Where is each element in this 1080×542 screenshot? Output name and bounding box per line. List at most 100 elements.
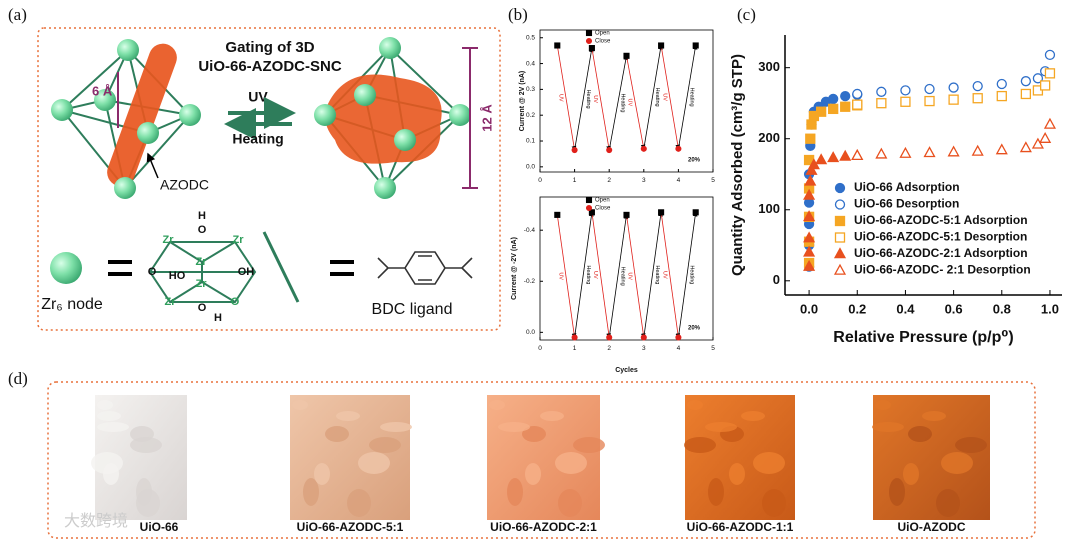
point	[900, 85, 911, 96]
transition-line	[591, 48, 611, 151]
y-tick-label: 0.3	[526, 86, 535, 93]
point	[815, 153, 828, 165]
photo-grain	[97, 411, 121, 421]
point	[803, 245, 816, 257]
y-tick-label: 0.1	[526, 138, 535, 145]
photo-grain	[889, 478, 905, 506]
photo-grain	[729, 463, 745, 485]
photo-grain	[103, 463, 119, 485]
point	[971, 144, 984, 156]
cluster-label: O	[148, 266, 157, 278]
point	[658, 209, 665, 216]
nodes	[51, 39, 201, 199]
point	[876, 86, 887, 97]
legend-label: UiO-66 Desorption	[854, 197, 959, 211]
cluster-label: OH	[238, 266, 255, 278]
transition-line	[643, 211, 663, 338]
point	[803, 188, 816, 200]
point	[803, 231, 816, 243]
point	[875, 147, 888, 159]
photo-grain	[875, 400, 891, 410]
legend-label: Close	[595, 39, 611, 45]
photo-label: UiO-66-AZODC-2:1	[490, 520, 597, 534]
plot-frame	[539, 196, 714, 341]
point	[1019, 141, 1032, 153]
point	[640, 145, 647, 152]
point	[840, 101, 851, 112]
panel-label: (a)	[8, 5, 27, 24]
panel-label: (b)	[508, 5, 528, 24]
point	[640, 334, 647, 341]
point	[692, 42, 699, 49]
point	[1020, 88, 1032, 100]
photo-grain	[336, 411, 360, 421]
legend-label: UiO-66-AZODC-2:1 Adsorption	[854, 246, 1028, 260]
linker-rod	[107, 43, 177, 187]
transition-label: Heating	[654, 265, 660, 284]
panel-frame	[37, 27, 501, 331]
chart: 0 1 2 3 4 50.00.10.20.30.40.5UV Heating UV Heati…	[519, 29, 715, 184]
y-axis-label: Current @ 2V (nA)	[519, 71, 526, 132]
node-legend	[50, 252, 82, 284]
transition-line	[591, 212, 612, 339]
point	[675, 145, 682, 152]
annotation: 20%	[688, 326, 701, 332]
point	[876, 98, 887, 109]
photo-grain	[358, 452, 390, 474]
pointer	[146, 152, 159, 179]
transition-label: UV	[661, 93, 667, 101]
legend-label: UiO-66-AZODC-5:1 Desorption	[854, 230, 1027, 244]
point	[554, 211, 561, 218]
x-tick-label: 0.0	[800, 301, 818, 316]
photo-grain	[369, 437, 401, 453]
photo-grain	[908, 426, 932, 442]
cluster-label: HO	[169, 270, 186, 282]
transition-line	[626, 55, 646, 150]
x-tick-label: 1	[573, 345, 577, 352]
point	[1039, 131, 1052, 143]
photo-grain	[708, 478, 724, 506]
photo-grain	[303, 478, 319, 506]
point	[585, 196, 593, 204]
point	[840, 90, 851, 102]
point	[815, 106, 827, 117]
photo-grain	[347, 489, 371, 517]
ligand-label: BDC ligand	[372, 301, 453, 318]
photo-grain	[955, 437, 987, 453]
point	[606, 147, 613, 154]
transition-line	[556, 214, 577, 339]
y-tick-label: 100	[758, 201, 780, 216]
size-label: 6 Å	[92, 83, 113, 98]
transition-label: Heating	[689, 88, 695, 107]
transition-label: Heating	[585, 265, 591, 284]
point	[924, 83, 935, 95]
photo-grain	[555, 452, 587, 474]
transition-line	[660, 45, 681, 150]
point	[833, 247, 847, 259]
point	[828, 93, 839, 105]
transition-line	[574, 211, 594, 338]
point	[623, 211, 630, 218]
point	[833, 263, 847, 275]
point	[834, 215, 846, 227]
cluster-label: Zr	[196, 256, 208, 268]
legend-label: Open	[595, 31, 610, 37]
equals	[108, 260, 132, 276]
point	[1044, 49, 1056, 61]
photo-grain	[525, 463, 541, 485]
point	[851, 149, 864, 161]
photo-grain	[314, 463, 330, 485]
transition-line	[608, 214, 629, 338]
photo-grain	[753, 452, 785, 474]
x-tick-label: 0.8	[993, 301, 1011, 316]
point	[1044, 68, 1056, 79]
forward-label: UV	[248, 89, 268, 105]
x-tick-label: 3	[642, 345, 646, 352]
y-axis-label: Current @ -2V (nA)	[511, 237, 518, 300]
point	[852, 99, 863, 110]
point	[995, 143, 1008, 155]
cluster-label: Zr	[196, 278, 208, 290]
x-tick-label: 0.6	[945, 301, 963, 316]
point	[675, 334, 682, 341]
point	[900, 96, 911, 107]
